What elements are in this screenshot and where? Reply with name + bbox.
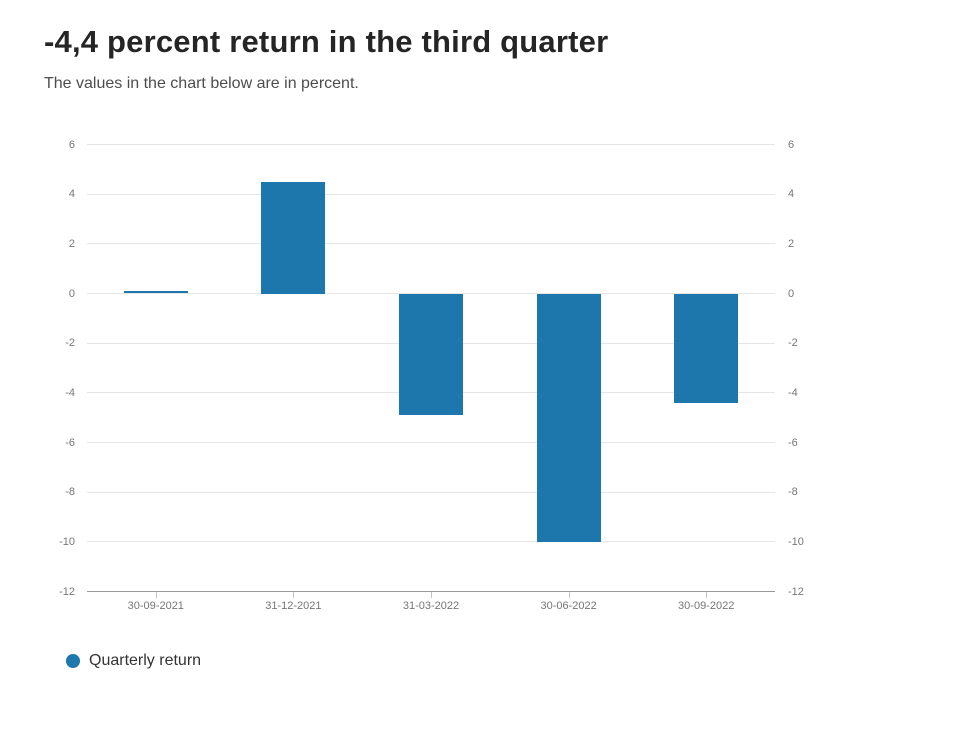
y-axis-label-left: -6 xyxy=(65,436,75,449)
x-axis-label: 30-06-2022 xyxy=(540,599,597,612)
bar-31-12-2021[interactable] xyxy=(261,181,326,294)
bar-30-09-2021[interactable] xyxy=(123,291,188,294)
x-axis-tick xyxy=(155,591,157,598)
x-axis-label: 30-09-2021 xyxy=(127,599,184,612)
bar-30-06-2022[interactable] xyxy=(536,293,601,542)
gridline xyxy=(87,193,775,195)
chart-subtitle: The values in the chart below are in per… xyxy=(44,75,359,92)
y-axis-label-left: 2 xyxy=(68,237,75,250)
gridline xyxy=(87,541,775,543)
y-axis-label-left: -10 xyxy=(59,535,75,548)
gridline xyxy=(87,491,775,493)
x-axis-tick xyxy=(431,591,432,598)
x-axis-label: 31-12-2021 xyxy=(265,599,322,612)
x-axis-tick xyxy=(568,591,570,598)
gridline xyxy=(87,442,775,443)
legend-item-quarterly-return[interactable]: Quarterly return xyxy=(66,652,201,670)
legend-label: Quarterly return xyxy=(89,652,202,669)
y-axis-label-right: -6 xyxy=(788,436,798,449)
y-axis-label-right: 6 xyxy=(788,138,795,151)
y-axis-label-left: -2 xyxy=(65,337,75,350)
y-axis-label-right: -8 xyxy=(788,486,798,499)
y-axis-label-right: 0 xyxy=(788,287,795,300)
x-axis-label: 31-03-2022 xyxy=(402,599,460,612)
y-axis-label-right: -2 xyxy=(788,337,798,350)
bar-31-03-2022[interactable] xyxy=(399,293,463,416)
y-axis-label-left: -12 xyxy=(59,585,75,598)
bar-30-09-2022[interactable] xyxy=(674,293,739,403)
y-axis-label-left: 0 xyxy=(68,287,75,300)
y-axis-label-right: 2 xyxy=(788,237,795,250)
y-axis-label-left: -8 xyxy=(65,486,75,499)
x-axis-tick xyxy=(293,591,295,598)
chart-title: -4,4 percent return in the third quarter xyxy=(44,24,609,59)
gridline xyxy=(87,144,775,145)
y-axis-label-right: -10 xyxy=(788,535,804,548)
gridline xyxy=(87,243,775,245)
y-axis-label-left: 6 xyxy=(68,138,75,151)
y-axis-label-left: -4 xyxy=(65,386,75,399)
y-axis-label-right: -4 xyxy=(788,386,798,399)
y-axis-label-right: -12 xyxy=(788,585,804,598)
x-axis-label: 30-09-2022 xyxy=(678,599,735,612)
y-axis-label-right: 4 xyxy=(788,188,795,201)
legend-marker-dot xyxy=(66,654,80,668)
x-axis-tick xyxy=(706,591,708,598)
y-axis-label-left: 4 xyxy=(68,188,75,201)
